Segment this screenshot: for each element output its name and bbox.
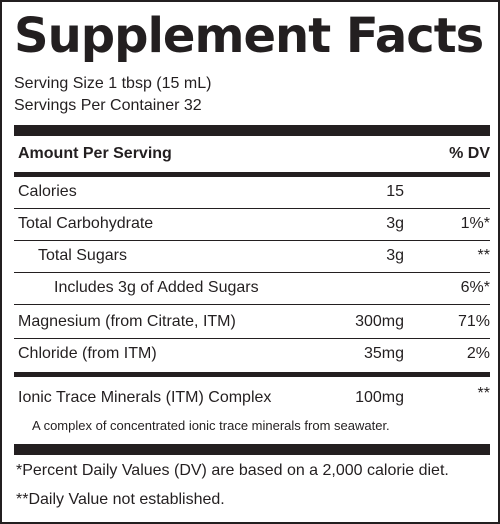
nutrient-amount: 35mg	[363, 345, 404, 362]
nutrient-name: Magnesium (from Citrate, ITM)	[18, 313, 236, 330]
amount-per-serving-header: Amount Per Serving	[18, 145, 172, 162]
servings-per-container: Servings Per Container 32	[14, 97, 202, 114]
nutrient-row: Total Sugars 3g **	[14, 240, 490, 272]
complex-description: A complex of concentrated ionic trace mi…	[32, 418, 390, 433]
nutrient-amount: 15	[386, 183, 404, 200]
nutrient-dv: 1%*	[460, 215, 490, 232]
medium-divider	[14, 172, 490, 177]
nutrient-name: Includes 3g of Added Sugars	[54, 279, 259, 296]
nutrient-name: Total Sugars	[38, 247, 127, 264]
nutrient-amount: 3g	[386, 215, 404, 232]
row-divider	[14, 304, 490, 305]
row-divider	[14, 240, 490, 241]
dv-header: % DV	[449, 145, 490, 162]
column-header-row: Amount Per Serving % DV	[14, 138, 490, 170]
footnote-dv-basis: *Percent Daily Values (DV) are based on …	[16, 462, 449, 479]
nutrient-name: Total Carbohydrate	[18, 215, 154, 232]
nutrient-name: Chloride (from ITM)	[18, 345, 157, 362]
serving-size: Serving Size 1 tbsp (15 mL)	[14, 75, 212, 92]
nutrient-row: Total Carbohydrate 3g 1%*	[14, 208, 490, 240]
nutrient-row: Chloride (from ITM) 35mg 2%	[14, 338, 490, 370]
complex-amount: 100mg	[355, 389, 404, 406]
thick-divider-top	[14, 125, 490, 136]
nutrient-dv: 71%	[457, 313, 490, 330]
label-title: Supplement Facts	[14, 8, 484, 64]
nutrient-dv: 6%*	[460, 279, 490, 296]
nutrient-dv: 2%	[466, 345, 490, 362]
nutrient-amount: 300mg	[355, 313, 404, 330]
nutrient-name: Calories	[18, 183, 77, 200]
thick-divider-bottom	[14, 444, 490, 455]
nutrient-row: Calories 15	[14, 176, 490, 208]
complex-row: Ionic Trace Minerals (ITM) Complex 100mg…	[14, 382, 490, 414]
nutrient-dv: **	[477, 247, 490, 264]
row-divider	[14, 338, 490, 339]
complex-name: Ionic Trace Minerals (ITM) Complex	[18, 389, 272, 406]
complex-dv: **	[477, 385, 490, 402]
row-divider	[14, 272, 490, 273]
nutrient-row: Includes 3g of Added Sugars 6%*	[14, 272, 490, 304]
nutrient-amount: 3g	[386, 247, 404, 264]
row-divider	[14, 208, 490, 209]
nutrient-row: Magnesium (from Citrate, ITM) 300mg 71%	[14, 306, 490, 338]
footnote-dv-not-established: **Daily Value not established.	[16, 491, 225, 508]
medium-divider	[14, 372, 490, 377]
